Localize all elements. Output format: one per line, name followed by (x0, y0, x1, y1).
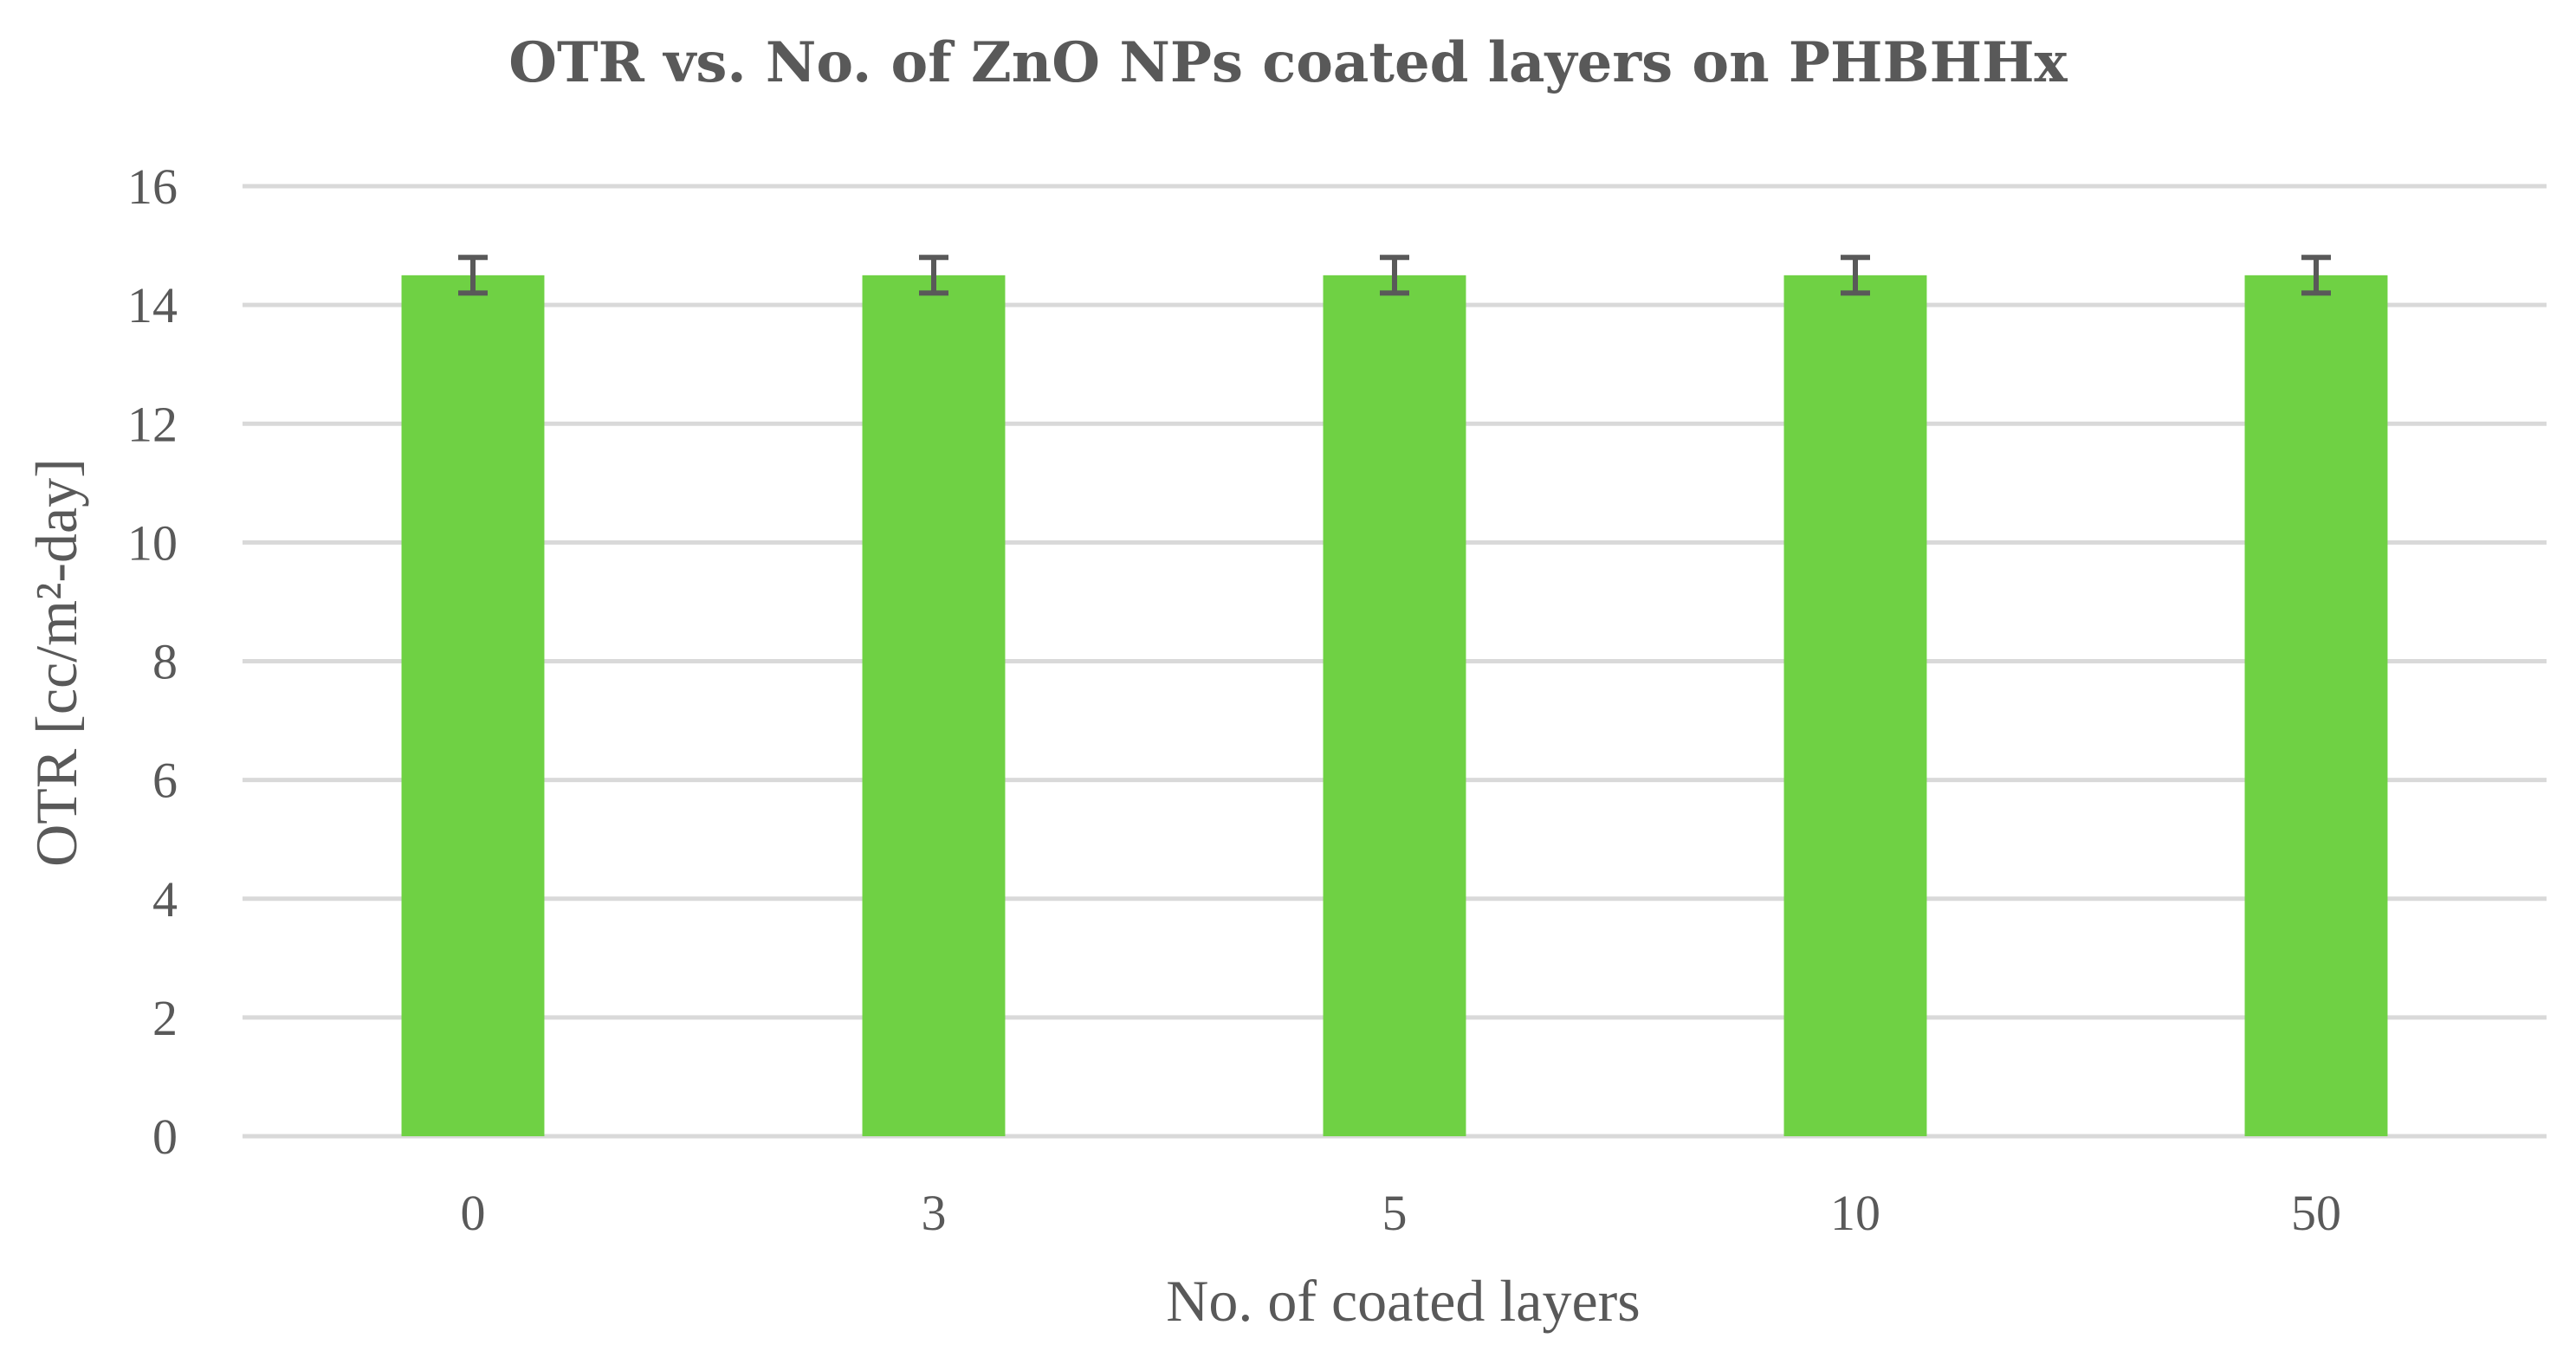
y-tick-label: 10 (127, 514, 178, 571)
error-bars (458, 255, 2331, 296)
y-tick-label: 6 (152, 753, 178, 809)
x-axis-ticks: 0 3 5 10 50 (461, 1185, 2342, 1241)
y-tick-label: 8 (152, 634, 178, 690)
bars (401, 275, 2388, 1136)
x-tick-label: 10 (1830, 1185, 1880, 1241)
x-tick-label: 3 (922, 1185, 947, 1241)
y-tick-label: 16 (127, 158, 178, 215)
x-tick-label: 5 (1382, 1185, 1408, 1241)
bar-10 (1783, 275, 1927, 1136)
y-tick-label: 0 (152, 1109, 178, 1165)
y-tick-label: 14 (127, 277, 178, 333)
x-axis-label: No. of coated layers (1166, 1268, 1641, 1334)
y-axis-ticks: 0 2 4 6 8 10 12 14 16 (127, 158, 178, 1165)
bar-0 (401, 275, 545, 1136)
bar-3 (862, 275, 1006, 1136)
bar-50 (2244, 275, 2388, 1136)
chart-title: OTR vs. No. of ZnO NPs coated layers on … (508, 30, 2068, 95)
y-tick-label: 4 (152, 871, 178, 928)
y-tick-label: 12 (127, 396, 178, 452)
x-tick-label: 50 (2291, 1185, 2341, 1241)
y-axis-label: OTR [cc/m²-day] (23, 458, 89, 867)
x-tick-label: 0 (461, 1185, 486, 1241)
bar-5 (1323, 275, 1466, 1136)
y-tick-label: 2 (152, 990, 178, 1046)
